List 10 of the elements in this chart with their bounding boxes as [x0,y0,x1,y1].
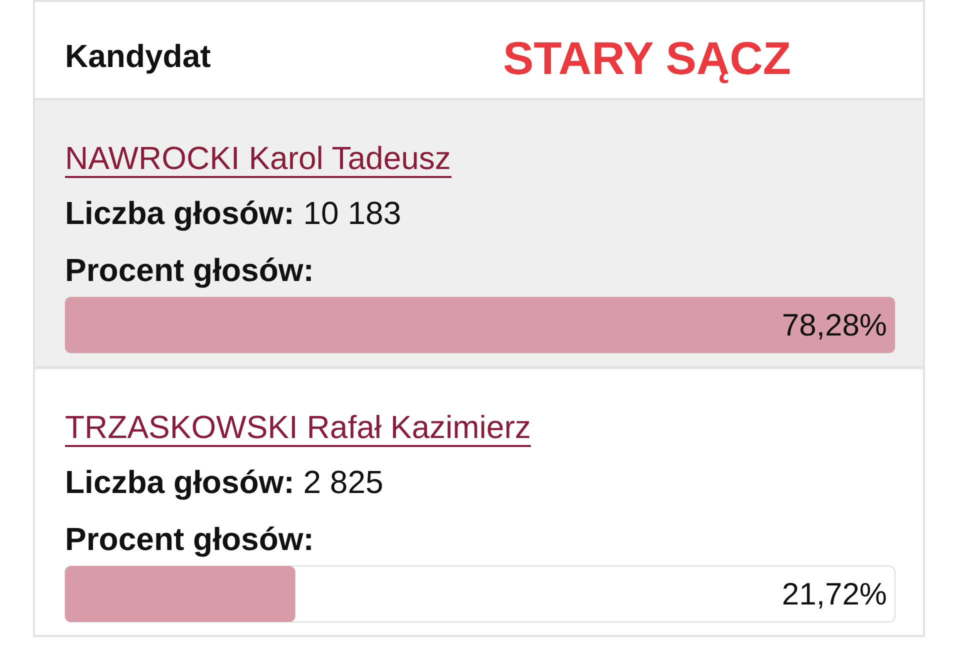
y-tick-label: TRZASKOWSKI Rafał Kazimierz [65,409,531,445]
y-tick-label: NAWROCKI Karol Tadeusz [65,140,451,176]
data-label: 78,28% [782,308,887,342]
annotation: Liczba głosów: 10 183 [65,195,402,231]
annotation: Liczba głosów: 2 825 [65,464,384,500]
text: Kandydat [65,38,212,74]
data-label: 21,72% [782,576,887,612]
annotation: Procent głosów: [65,252,314,288]
chart-title: STARY SĄCZ [503,32,791,84]
annotation: Procent głosów: [65,521,314,557]
